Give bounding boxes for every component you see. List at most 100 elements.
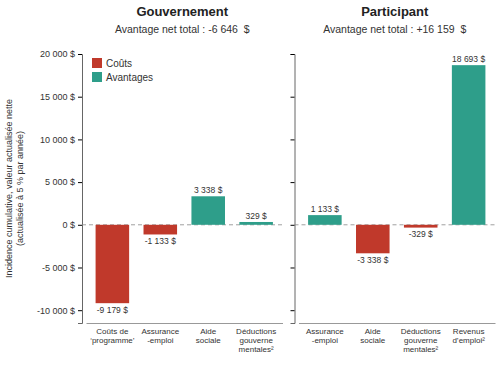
y-tick-mark <box>78 310 82 311</box>
y-tick-mark <box>291 97 295 98</box>
panel-title: Participant <box>361 4 429 19</box>
y-tick <box>291 97 295 98</box>
y-axis-line <box>291 55 296 324</box>
y-tick-label: 10 000 $ <box>40 135 75 145</box>
y-tick-label: 5 000 $ <box>45 177 75 187</box>
y-tick-mark <box>78 182 82 183</box>
y-tick-mark <box>78 225 82 226</box>
x-tick-label: Déductionsgouvernementales² <box>401 327 441 354</box>
y-tick <box>291 267 295 268</box>
text-line: Assurance <box>141 327 179 336</box>
y-tick-mark <box>291 225 295 226</box>
data-labels: -9 179 $-1 133 $3 338 $329 $ <box>97 185 267 314</box>
x-tick: Coûts de‘programme’ <box>90 327 135 345</box>
x-tick: Assurance-emploi <box>141 327 179 345</box>
y-tick <box>291 139 295 140</box>
bar <box>356 225 390 254</box>
y-tick-mark <box>291 139 295 140</box>
text-line: Aide <box>365 327 382 336</box>
text-line: Incidence cumulative, valeur actualisée … <box>4 99 14 278</box>
y-axis: -10 000 $ -5 000 $ 0 $ 5 000 $ 10 000 $ 15 00… <box>37 49 83 323</box>
text-line: Déductions <box>401 327 441 336</box>
data-label: -1 133 $ <box>145 236 176 246</box>
text-line: -emploi <box>312 336 338 345</box>
text-line: Déductions <box>236 327 276 336</box>
panel: Assurance-emploi Aidesociale Déductionsgou… <box>291 54 496 354</box>
text-line: sociale <box>196 336 221 345</box>
y-tick-mark <box>291 267 295 268</box>
x-tick: Aidesociale <box>360 327 385 345</box>
bars <box>308 65 485 253</box>
data-label: -3 338 $ <box>357 255 388 265</box>
data-label: 1 133 $ <box>311 204 340 214</box>
x-axis: Assurance-emploi Aidesociale Déductionsgou… <box>299 324 496 354</box>
text-line: ‘programme’ <box>90 336 135 345</box>
data-label: -9 179 $ <box>97 305 128 315</box>
text-line: Coûts de <box>96 327 129 336</box>
legend-swatch <box>92 58 102 68</box>
legend-label: Coûts <box>106 58 132 69</box>
text-line: -emploi <box>147 336 173 345</box>
x-tick-label: Revenusd’emploi² <box>452 327 485 345</box>
text-line: Revenus <box>453 327 485 336</box>
y-tick <box>291 225 295 226</box>
x-tick-label: Assurance-emploi <box>306 327 344 345</box>
y-tick-mark <box>78 54 82 55</box>
y-tick: -5 000 $ <box>42 263 82 273</box>
y-axis-line <box>78 55 83 324</box>
y-axis-title: Incidence cumulative, valeur actualisée … <box>4 99 25 278</box>
y-tick-label: 20 000 $ <box>40 49 75 59</box>
y-tick <box>291 310 295 311</box>
x-tick-label: Aidesociale <box>196 327 221 345</box>
y-tick: 10 000 $ <box>40 135 82 145</box>
legend-entry: Avantages <box>92 72 153 83</box>
data-label: 3 338 $ <box>194 185 223 195</box>
x-tick-label: Déductionsgouvernementales² <box>236 327 276 354</box>
panel: -10 000 $ -5 000 $ 0 $ 5 000 $ 10 000 $ 15 00… <box>37 49 283 353</box>
y-axis <box>291 55 296 324</box>
x-axis: Coûts de‘programme’ Assurance-emploi Aides… <box>87 324 284 354</box>
bar <box>404 225 438 228</box>
legend: Coûts Avantages <box>92 58 153 83</box>
panel-subtitle: Avantage net total : +16 159 $ <box>323 23 466 35</box>
y-tick-label: -10 000 $ <box>37 306 75 316</box>
text-line: Assurance <box>306 327 344 336</box>
x-tick: Déductionsgouvernementales² <box>401 327 441 354</box>
y-tick-label: 15 000 $ <box>40 92 75 102</box>
x-tick-label: Assurance-emploi <box>141 327 179 345</box>
y-tick-mark <box>78 139 82 140</box>
y-tick: 20 000 $ <box>40 49 82 59</box>
y-tick-mark <box>78 97 82 98</box>
bar <box>308 215 342 225</box>
data-labels: 1 133 $ -3 338 $ -329 $ 18 693 $ <box>311 54 486 265</box>
legend-entry: Coûts <box>92 58 132 69</box>
text-line: mentales² <box>403 345 438 354</box>
text-line: Aide <box>200 327 217 336</box>
y-tick <box>291 182 295 183</box>
chart: -10 000 $ -5 000 $ 0 $ 5 000 $ 10 000 $ 15 00… <box>0 0 503 367</box>
legend-label: Avantages <box>106 72 153 83</box>
panel-title: Gouvernement <box>136 4 228 19</box>
y-tick-mark <box>291 54 295 55</box>
x-tick: Assurance-emploi <box>306 327 344 345</box>
text-line: d’emploi² <box>452 336 485 345</box>
x-tick-label: Aidesociale <box>360 327 385 345</box>
x-tick: Déductionsgouvernementales² <box>236 327 276 354</box>
bar <box>191 196 225 225</box>
data-label: 18 693 $ <box>452 54 485 64</box>
y-tick: 15 000 $ <box>40 92 82 102</box>
y-tick-mark <box>291 310 295 311</box>
text-line: (actualisée à 5 % par année) <box>15 131 25 246</box>
x-tick-label: Coûts de‘programme’ <box>90 327 135 345</box>
bar <box>96 225 130 303</box>
legend-swatch <box>92 72 102 82</box>
text-line: gouverne <box>239 336 273 345</box>
data-label: -329 $ <box>409 229 433 239</box>
y-tick: 5 000 $ <box>45 177 82 187</box>
x-axis-line <box>87 323 284 324</box>
x-tick: Revenusd’emploi² <box>452 327 485 345</box>
x-tick: Aidesociale <box>196 327 221 345</box>
bar <box>239 222 273 225</box>
y-tick <box>291 54 295 55</box>
y-tick-label: 0 $ <box>62 220 75 230</box>
